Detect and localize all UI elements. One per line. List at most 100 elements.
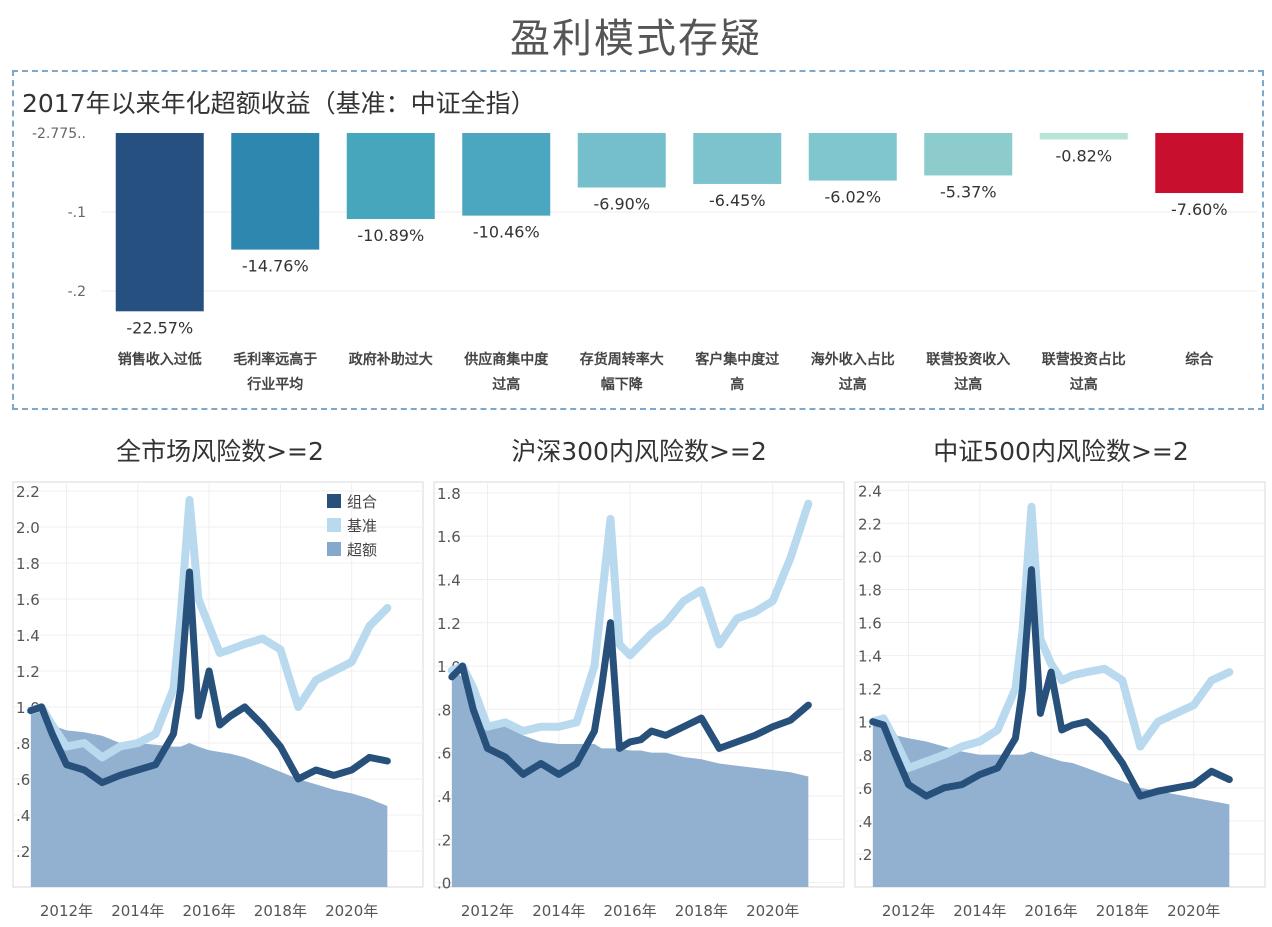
x-tick-label: 2020年 — [325, 902, 378, 920]
x-tick-label: 2016年 — [182, 902, 235, 920]
bar-3 — [346, 133, 435, 220]
x-tick-label: 2020年 — [746, 902, 799, 920]
x-tick-label: 2018年 — [675, 902, 728, 920]
y-tick-label: .8 — [16, 735, 30, 753]
x-tick-label: 2012年 — [882, 902, 935, 920]
page-title: 盈利模式存疑 — [510, 16, 762, 62]
bar-category-label: 过高 — [1070, 376, 1098, 393]
y-tick-label: .2 — [437, 831, 451, 849]
y-tick-label: 2.2 — [16, 483, 40, 501]
bar-9 — [1039, 133, 1128, 140]
y-tick-label: 1.0 — [437, 658, 461, 676]
bar-6 — [693, 133, 782, 184]
bar-category-label: 客户集中度过 — [694, 351, 779, 368]
y-tick-label: .8 — [858, 747, 872, 765]
x-tick-label: 2016年 — [603, 902, 656, 920]
series-benchmark-line — [447, 499, 813, 736]
plot-area — [433, 481, 845, 888]
bar-y-tick-label: -.2 — [68, 284, 86, 300]
y-tick-label: .4 — [858, 813, 872, 831]
bar-category-label: 高 — [730, 376, 744, 393]
y-tick-label: .6 — [858, 780, 872, 798]
line-chart-2-title: 沪深300内风险数>=2 — [511, 437, 767, 466]
y-tick-label: 1.0 — [16, 699, 40, 717]
bar-value-label: -10.46% — [473, 223, 540, 242]
bar-value-label: -0.82% — [1055, 146, 1112, 165]
plot-area — [12, 481, 424, 888]
x-tick-label: 2018年 — [254, 902, 307, 920]
y-tick-label: 1.8 — [16, 555, 40, 573]
bar-chart-panel: 2017年以来年化超额收益（基准：中证全指） -2.775.. -.1 -.2 -22… — [12, 70, 1264, 410]
bar-chart: -2.775.. -.1 -.2 -22.57% 销售收入过低 -14.76% 毛利率远高于… — [32, 126, 1257, 393]
series-portfolio-line — [869, 566, 1233, 800]
y-tick-label: 2.4 — [858, 482, 882, 500]
y-tick-label: 1.4 — [437, 571, 461, 589]
x-tick-label: 2014年 — [111, 902, 164, 920]
y-tick-label: .2 — [858, 846, 872, 864]
x-tick-label: 2014年 — [953, 902, 1006, 920]
x-tick-label: 2012年 — [40, 902, 93, 920]
series-benchmark-line — [26, 496, 392, 762]
bar-category-label: 联营投资占比 — [1042, 351, 1126, 368]
y-tick-label: 1.6 — [437, 528, 461, 546]
y-tick-label: 1.8 — [437, 485, 461, 503]
bar-y-tick-label: -2.775.. — [32, 126, 86, 142]
bar-y-tick-label: -.1 — [68, 205, 86, 221]
bar-4 — [462, 133, 551, 216]
y-tick-label: 1.4 — [858, 648, 882, 666]
y-tick-label: 1.8 — [858, 581, 882, 599]
series-excess-area — [451, 670, 809, 887]
bar-category-label: 政府补助过大 — [349, 351, 433, 368]
series-excess-area — [30, 710, 388, 887]
legend-label: 组合 — [347, 493, 377, 511]
bar-10 — [1155, 133, 1244, 194]
bar-category-label: 存货周转率大 — [580, 351, 664, 368]
bar-1 — [115, 133, 204, 312]
bar-chart-title: 2017年以来年化超额收益（基准：中证全指） — [22, 89, 536, 118]
legend-label: 超额 — [347, 541, 377, 559]
y-tick-label: 2.2 — [858, 515, 882, 533]
x-tick-label: 2014年 — [532, 902, 585, 920]
bar-category-label: 幅下降 — [601, 376, 644, 393]
bar-category-label: 行业平均 — [246, 376, 303, 393]
y-tick-label: 1.4 — [16, 627, 40, 645]
y-tick-label: .6 — [437, 745, 451, 763]
bar-value-label: -22.57% — [126, 318, 193, 337]
bar-value-label: -7.60% — [1171, 200, 1228, 219]
legend-swatch — [327, 542, 341, 556]
bar-category-label: 综合 — [1185, 351, 1214, 368]
bar-7 — [808, 133, 897, 181]
bar-value-label: -14.76% — [242, 257, 309, 276]
line-chart-3-title: 中证500内风险数>=2 — [933, 437, 1189, 466]
bar-value-label: -6.45% — [709, 191, 766, 210]
legend-swatch — [327, 494, 341, 508]
x-tick-label: 2012年 — [461, 902, 514, 920]
y-tick-label: .4 — [437, 788, 451, 806]
y-tick-label: .4 — [16, 807, 30, 825]
y-tick-label: 1.2 — [16, 663, 40, 681]
bar-5 — [577, 133, 666, 188]
series-portfolio-line — [448, 619, 812, 778]
y-tick-label: .0 — [437, 875, 451, 893]
bar-category-label: 供应商集中度 — [463, 351, 549, 368]
bar-category-label: 海外收入占比 — [811, 351, 895, 368]
series-excess-area — [872, 721, 1230, 887]
y-tick-label: 1.0 — [858, 714, 882, 732]
y-tick-label: 1.6 — [858, 615, 882, 633]
bar-category-label: 毛利率远高于 — [233, 351, 317, 368]
series-benchmark-line — [868, 502, 1234, 772]
legend-swatch — [327, 518, 341, 532]
y-tick-label: .2 — [16, 843, 30, 861]
bar-category-label: 过高 — [839, 376, 867, 393]
y-tick-label: .8 — [437, 701, 451, 719]
bar-category-label: 过高 — [954, 376, 982, 393]
x-tick-label: 2018年 — [1096, 902, 1149, 920]
bar-value-label: -10.89% — [357, 226, 424, 245]
bar-2 — [231, 133, 320, 250]
y-tick-label: 2.0 — [858, 548, 882, 566]
bar-category-label: 销售收入过低 — [118, 351, 202, 368]
y-tick-label: 2.0 — [16, 519, 40, 537]
y-tick-label: .6 — [16, 771, 30, 789]
y-tick-label: 1.6 — [16, 591, 40, 609]
x-tick-label: 2016年 — [1024, 902, 1077, 920]
